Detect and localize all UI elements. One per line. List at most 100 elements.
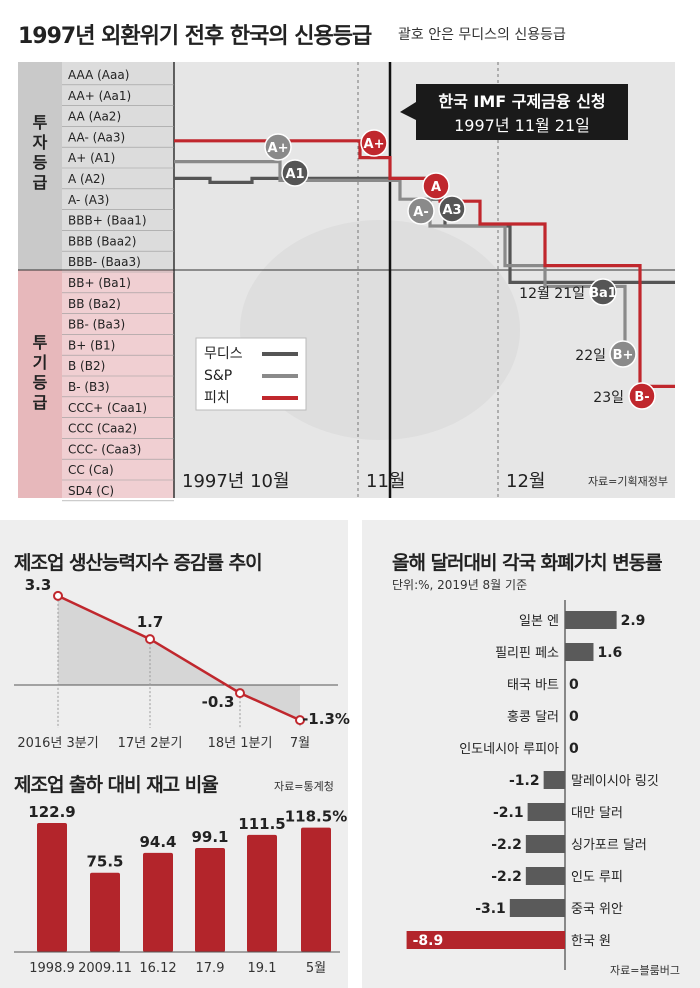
production-point: [235, 688, 245, 699]
imf-callout-arrow: [400, 102, 416, 120]
inventory-bar: [143, 852, 173, 952]
currency-category-label: 태국 바트: [507, 678, 559, 693]
group-char: 급: [33, 393, 48, 412]
spec-grade-col: [62, 270, 174, 498]
grade-label: CC (Ca): [68, 463, 114, 477]
currency-value-label: 0: [569, 741, 579, 757]
rating-badge-fitch_b_minus: [628, 382, 656, 410]
currency-category-label: 한국 원: [571, 934, 611, 949]
grade-label: A- (A3): [68, 193, 109, 207]
production-value-label: -0.3: [202, 693, 235, 711]
grade-label: AAA (Aaa): [68, 68, 129, 82]
inventory-value-label: 111.5: [238, 815, 285, 833]
inventory-x-label: 17.9: [196, 961, 225, 976]
inventory-bar: [195, 847, 225, 952]
currency-value-label: -2.2: [491, 869, 522, 885]
month-dec: 12월: [506, 471, 545, 492]
currency-bar: [565, 643, 594, 661]
rating-badge-moodys_ba1: [589, 278, 617, 306]
production-value-label: -1.3%: [302, 710, 350, 728]
production-point: [295, 715, 305, 726]
grade-label: BBB- (Baa3): [68, 255, 141, 269]
imf-callout-line1: 한국 IMF 구제금융 신청: [438, 92, 605, 111]
currency-bar: [525, 867, 565, 885]
invest-group-bg: [18, 62, 62, 270]
imf-callout-line2: 1997년 11월 21일: [454, 116, 590, 135]
legend-sp: S&P: [204, 368, 232, 384]
currency-category-label: 말레이시아 링깃: [571, 774, 659, 789]
fitch-date-label: 23일: [593, 390, 624, 406]
production-x-label: 7월: [290, 736, 310, 751]
group-char: 급: [33, 173, 48, 192]
rating-badge-moodys_a1: [281, 159, 309, 187]
inventory-title: 제조업 출하 대비 재고 비율: [14, 774, 219, 796]
currency-value-label: 2.9: [621, 613, 646, 629]
inventory-value-label: 99.1: [191, 828, 228, 846]
flag-watermark: [240, 220, 520, 440]
sp-date-label: 22일: [575, 348, 606, 364]
production-x-label: 17년 2분기: [118, 736, 183, 751]
currency-value-label: 1.6: [597, 645, 622, 661]
rating-legend: 무디스 S&P 피치: [195, 337, 307, 411]
grade-label: SD4 (C): [68, 484, 114, 498]
grade-label: A+ (A1): [68, 151, 115, 165]
currency-bar: [525, 835, 565, 853]
production-value-label: 1.7: [137, 613, 164, 631]
production-x-label: 2016년 3분기: [17, 736, 98, 751]
currency-category-label: 대만 달러: [571, 806, 623, 821]
grade-label: B- (B3): [68, 380, 110, 394]
currency-value-label: -3.1: [475, 901, 506, 917]
inventory-chart: 122.9 1998.9 75.5 2009.11 94.4 16.12 99.1 17.9 1…: [14, 803, 347, 976]
currency-category-label: 인도 루피: [571, 870, 623, 885]
inventory-bar: [247, 834, 277, 952]
currency-title: 올해 달러대비 각국 화폐가치 변동률: [392, 552, 663, 574]
production-value-label: 3.3: [25, 576, 52, 594]
legend-moodys: 무디스: [204, 346, 243, 362]
month-nov: 11월: [366, 471, 405, 492]
currency-unit: 단위:%, 2019년 8월 기준: [392, 578, 528, 592]
currency-category-label: 필리핀 페소: [495, 646, 559, 661]
main-title: 1997년 외환위기 전후 한국의 신용등급: [18, 24, 372, 49]
grade-label: A (A2): [68, 172, 105, 186]
spec-group-bg: [18, 270, 62, 498]
currency-bar: [406, 931, 565, 949]
inventory-value-label: 122.9: [28, 803, 75, 821]
group-char: 등: [33, 373, 48, 392]
invest-grade-col: [62, 62, 174, 270]
grade-label: BBB (Baa2): [68, 234, 136, 248]
production-point: [145, 634, 155, 645]
grade-label: B+ (B1): [68, 338, 115, 352]
inventory-source: 자료=통계청: [274, 780, 334, 793]
rating-badge-label: A+: [268, 141, 289, 156]
grade-label: BBB+ (Baa1): [68, 214, 147, 228]
grade-label: CCC+ (Caa1): [68, 401, 147, 415]
grade-label: B (B2): [68, 359, 105, 373]
production-title: 제조업 생산능력지수 증감률 추이: [14, 552, 263, 574]
currency-value-label: -1.2: [509, 773, 540, 789]
group-char: 등: [33, 153, 48, 172]
grade-label: CCC (Caa2): [68, 422, 137, 436]
rating-badge-label: A+: [364, 137, 385, 152]
currency-category-label: 싱가포르 달러: [571, 838, 647, 853]
rating-badge-label: A: [431, 180, 441, 195]
rating-badge-label: B-: [634, 390, 649, 405]
inventory-x-label: 16.12: [139, 961, 176, 976]
currency-bar: [527, 803, 565, 821]
rating-badge-sp_a_plus: [264, 133, 292, 161]
main-subtitle: 괄호 안은 무디스의 신용등급: [398, 27, 566, 43]
grade-rows: AAA (Aaa) AA+ (Aa1) AA (Aa2) AA- (Aa3) A+ (A…: [62, 68, 174, 502]
grade-label: BB (Ba2): [68, 297, 121, 311]
inventory-value-label: 75.5: [86, 853, 123, 871]
production-chart: 3.3 2016년 3분기 1.7 17년 2분기 -0.3 18년 1분기 -1.3% 7월: [14, 576, 350, 751]
imf-callout: [416, 84, 628, 140]
currency-category-label: 인도네시아 루피아: [459, 742, 559, 757]
rating-source: 자료=기획재정부: [588, 475, 668, 488]
rating-badge-label: A3: [442, 203, 461, 218]
rating-badges: A+ A1 A+ AA- A3 Ba1 B+ B- 12월 21일 22일 23일: [264, 129, 656, 410]
inventory-value-label: 94.4: [139, 833, 176, 851]
currency-bar: [509, 899, 565, 917]
